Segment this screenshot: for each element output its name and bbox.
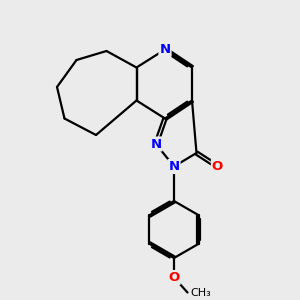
Text: N: N [159, 43, 171, 56]
Text: CH₃: CH₃ [190, 287, 211, 298]
Text: O: O [168, 271, 180, 284]
Text: N: N [168, 160, 180, 173]
Text: O: O [212, 160, 223, 173]
Text: N: N [150, 137, 162, 151]
